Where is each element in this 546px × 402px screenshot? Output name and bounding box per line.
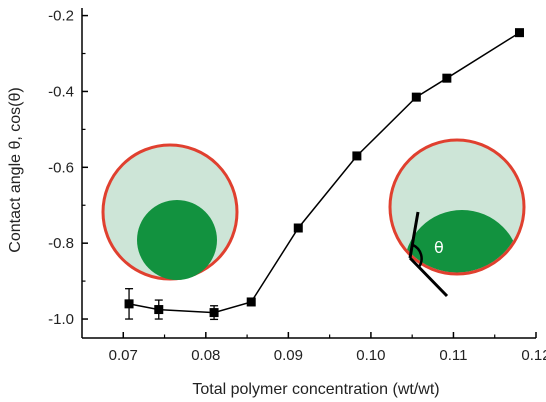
tick-labels: 0.07 0.08 0.09 0.10 0.11 0.12 -1.0 -0.8 -0.6 -0.4… [48, 8, 546, 364]
data-point [293, 223, 303, 233]
contact-tangent-line [408, 211, 420, 259]
data-series [124, 28, 524, 321]
x-axis-title: Total polymer concentration (wt/wt) [192, 381, 439, 398]
data-point [209, 308, 219, 318]
data-point [411, 92, 421, 102]
x-tick-label: 0.07 [109, 347, 138, 364]
theta-label: θ [434, 238, 444, 257]
y-tick-label: -0.8 [48, 235, 74, 252]
inset-drawings: θ [101, 138, 526, 298]
data-point [442, 73, 452, 83]
left-inset-inner-drop [137, 200, 217, 280]
x-tick-label: 0.08 [191, 347, 220, 364]
x-tick-label: 0.10 [356, 347, 385, 364]
y-tick-label: -0.2 [48, 8, 74, 25]
x-tick-label: 0.12 [521, 347, 546, 364]
data-point [352, 151, 362, 161]
data-point [154, 305, 164, 315]
data-point [246, 297, 256, 307]
right-inset-inner-drop [404, 210, 520, 273]
tick-marks [82, 14, 537, 338]
chart-axes [81, 8, 536, 339]
data-point [514, 28, 524, 38]
x-tick-label: 0.11 [439, 347, 467, 364]
y-tick-label: -0.4 [48, 83, 74, 100]
y-axis-title: Contact angle θ, cos(θ) [7, 87, 24, 252]
contact-wall-line [408, 256, 449, 298]
right-inset-outer-stroke [388, 138, 526, 276]
x-tick-label: 0.09 [274, 347, 303, 364]
y-tick-label: -0.6 [48, 159, 74, 176]
y-tick-label: -1.0 [48, 311, 74, 328]
angle-arc [412, 243, 423, 268]
data-point [124, 299, 134, 309]
